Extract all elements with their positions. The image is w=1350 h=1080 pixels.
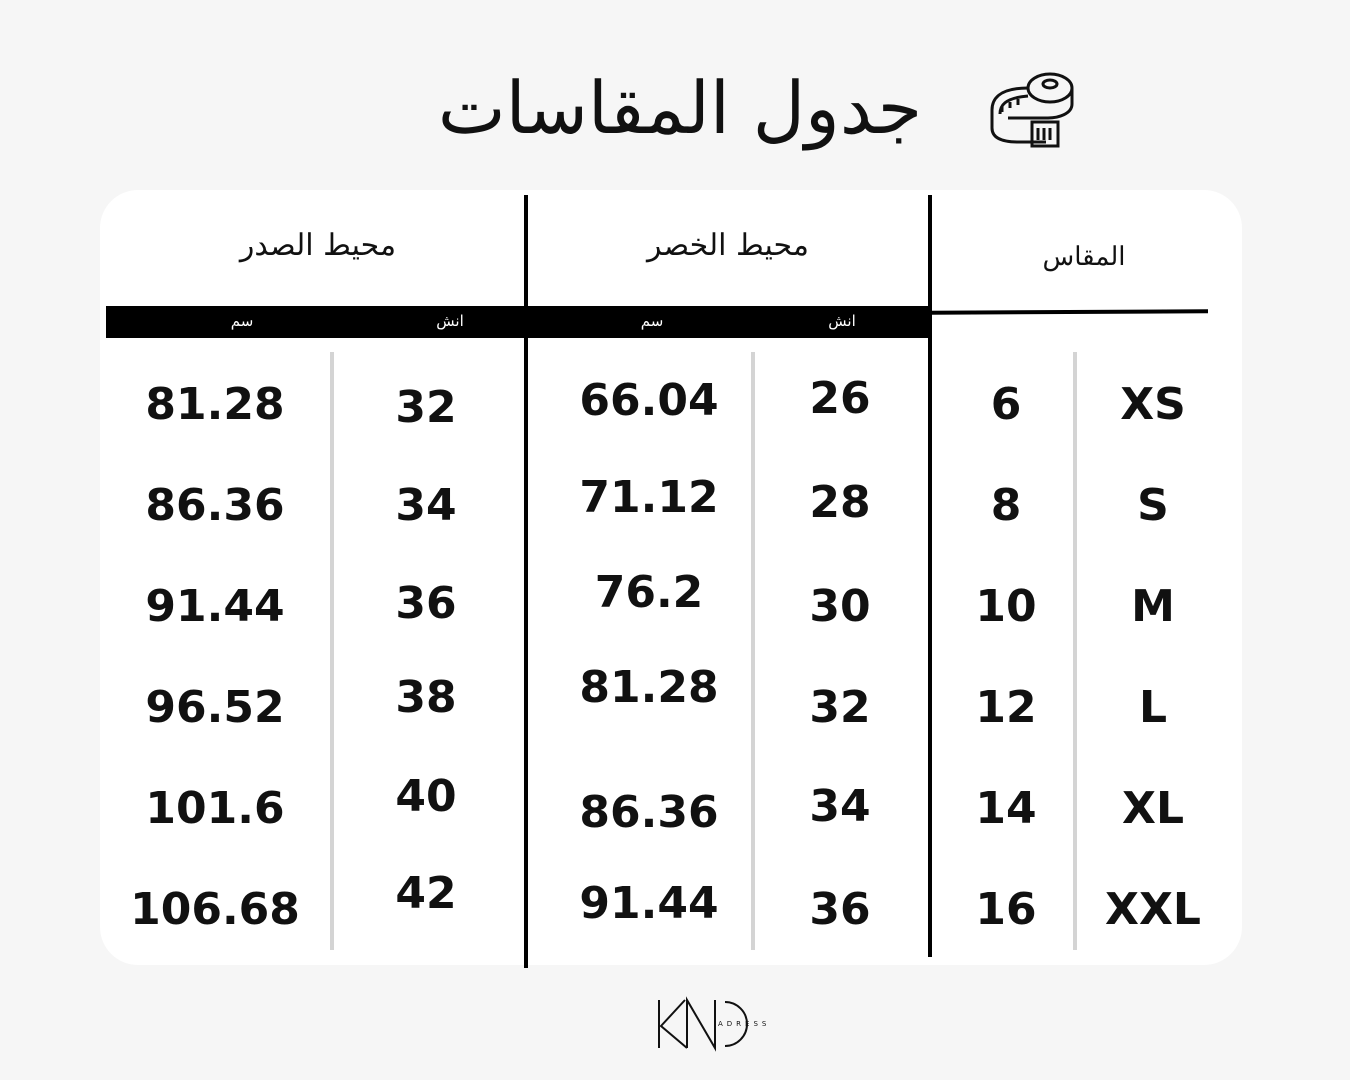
cell-size: XS [1120, 379, 1186, 430]
cell-chest-cm: 96.52 [145, 682, 285, 733]
cell-size: XXL [1105, 884, 1201, 935]
unit-waist-cm: سم [640, 312, 664, 330]
cell-number: 10 [975, 581, 1037, 632]
cell-chest-inch: 32 [395, 382, 457, 433]
cell-number: 14 [975, 783, 1037, 834]
cell-size: L [1138, 682, 1168, 733]
column-divider [524, 195, 528, 968]
cell-waist-inch: 36 [809, 884, 871, 935]
logo-subtext: ADRESS [718, 1020, 771, 1028]
header-size: المقاس [1042, 242, 1126, 272]
cell-number: 16 [975, 884, 1037, 935]
cell-waist-cm: 66.04 [579, 375, 719, 426]
cell-chest-inch: 36 [395, 578, 457, 629]
cell-waist-cm: 81.28 [579, 662, 719, 713]
cell-number: 6 [990, 379, 1022, 430]
cell-chest-cm: 106.68 [130, 884, 300, 935]
cell-chest-inch: 42 [395, 868, 457, 919]
cell-size: XL [1122, 783, 1184, 834]
units-bar [106, 306, 928, 338]
unit-chest-inch: انش [436, 312, 464, 330]
unit-chest-cm: سم [230, 312, 254, 330]
header-chest: محيط الصدر [239, 228, 397, 263]
header-waist: محيط الخصر [647, 228, 809, 263]
cell-chest-cm: 81.28 [145, 379, 285, 430]
cell-number: 12 [975, 682, 1037, 733]
cell-chest-cm: 86.36 [145, 480, 285, 531]
cell-waist-inch: 30 [809, 581, 871, 632]
cell-waist-inch: 34 [809, 781, 871, 832]
cell-chest-cm: 101.6 [145, 783, 285, 834]
divider [330, 352, 334, 950]
measuring-tape-icon [990, 72, 1074, 148]
cell-chest-cm: 91.44 [145, 581, 285, 632]
brand-logo: ADRESS [655, 996, 780, 1052]
unit-waist-inch: انش [828, 312, 856, 330]
cell-chest-inch: 40 [395, 771, 457, 822]
divider [751, 352, 755, 950]
cell-size: M [1131, 581, 1175, 632]
cell-waist-inch: 26 [809, 373, 871, 424]
cell-waist-cm: 71.12 [579, 472, 719, 523]
cell-chest-inch: 34 [395, 480, 457, 531]
cell-waist-cm: 91.44 [579, 878, 719, 929]
cell-number: 8 [990, 480, 1022, 531]
column-divider [928, 195, 932, 957]
cell-chest-inch: 38 [395, 672, 457, 723]
cell-waist-inch: 32 [809, 682, 871, 733]
cell-waist-cm: 86.36 [579, 787, 719, 838]
page-title: جدول المقاسات [437, 66, 923, 150]
cell-size: S [1137, 480, 1169, 531]
divider [1073, 352, 1077, 950]
cell-waist-cm: 76.2 [594, 567, 704, 618]
cell-waist-inch: 28 [809, 477, 871, 528]
